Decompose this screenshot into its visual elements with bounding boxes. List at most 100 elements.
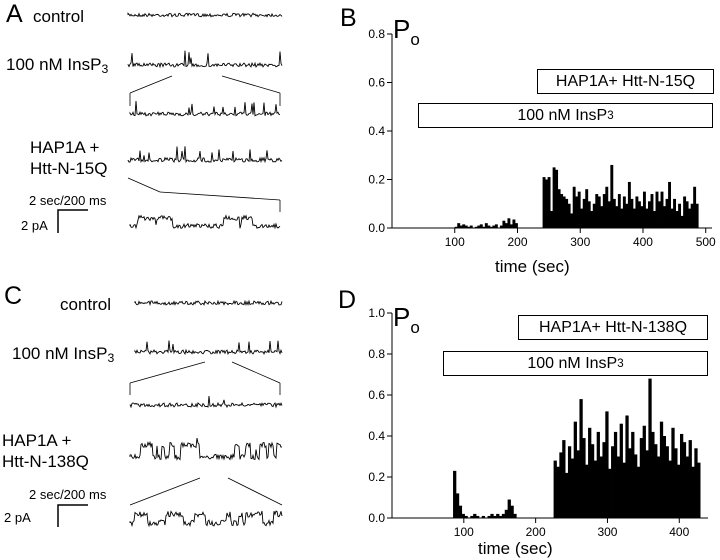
bar-d	[499, 515, 503, 518]
bar-d	[588, 427, 592, 518]
trace-insp3-zoom-a	[129, 100, 280, 117]
bar-d	[619, 423, 623, 518]
bar-d	[473, 513, 477, 518]
bar-d	[611, 446, 615, 518]
bar-b	[640, 206, 644, 228]
bar-b	[582, 198, 586, 228]
scale-time-label-c: 2 sec/200 ms	[29, 487, 107, 502]
y-tick-label-d: 0.4	[368, 429, 385, 443]
bar-d	[616, 456, 621, 518]
bar-d	[593, 460, 598, 518]
bar-b	[592, 203, 596, 228]
xlabel-d: time (sec)	[478, 539, 553, 558]
bar-b	[557, 189, 561, 228]
bar-d	[659, 421, 664, 518]
trace-control-a	[127, 12, 283, 18]
bar-d	[697, 462, 701, 518]
bar-b	[617, 194, 621, 228]
bar-d	[645, 450, 649, 518]
bar-d	[685, 456, 690, 518]
bar-d	[662, 436, 667, 518]
bar-d	[639, 438, 644, 518]
bar-d	[631, 431, 635, 518]
bar-b	[668, 181, 671, 228]
box-hap-b: HAP1A+ Htt-N-15Q	[537, 69, 714, 94]
scale-current-label-c: 2 pA	[4, 510, 31, 525]
bar-b	[587, 201, 591, 228]
bar-b	[479, 224, 483, 228]
bar-b	[469, 225, 473, 228]
scale-bar-c	[57, 504, 88, 527]
bar-d	[559, 452, 563, 518]
bar-b	[507, 218, 511, 228]
bar-b	[602, 194, 606, 228]
trace-label-hap-a: HAP1A + Htt-N-15Q	[30, 138, 108, 178]
trace-hap-zoom-a	[129, 214, 281, 230]
bar-b	[462, 224, 466, 228]
bar-d	[622, 462, 626, 518]
bar-b	[509, 224, 513, 228]
bar-d	[510, 505, 514, 518]
bar-b	[673, 198, 677, 228]
bar-b	[494, 224, 498, 228]
bar-b	[665, 198, 669, 228]
bar-b	[467, 226, 471, 228]
x-tick-label-d: 100	[454, 525, 474, 539]
bar-d	[464, 515, 468, 518]
bar-d	[476, 515, 480, 518]
bar-d	[674, 448, 678, 518]
bar-b	[512, 219, 516, 228]
bar-b	[648, 201, 651, 228]
bar-d	[556, 466, 560, 518]
trace-insp3-zoom-c	[129, 396, 283, 409]
bar-b	[562, 196, 566, 228]
y-tick-label-d: 0.8	[368, 347, 385, 361]
bar-d	[628, 448, 632, 518]
bar-d	[679, 433, 684, 518]
bar-b	[484, 223, 488, 228]
bar-d	[504, 509, 509, 518]
bar-b	[605, 186, 609, 228]
y-tick-label-d: 1.0	[368, 306, 385, 320]
bar-b	[625, 203, 629, 228]
bar-d	[585, 464, 589, 518]
bar-d	[496, 513, 500, 518]
bar-b	[567, 203, 571, 228]
bar-b	[585, 189, 589, 228]
bar-d	[582, 438, 586, 518]
bar-d	[493, 515, 497, 518]
bar-b	[454, 226, 458, 228]
bar-d	[599, 456, 603, 518]
bar-d	[487, 515, 491, 518]
bar-b	[653, 211, 656, 228]
bar-b	[660, 191, 664, 229]
bar-b	[550, 211, 554, 228]
bar-b	[474, 226, 478, 228]
bar-d	[605, 411, 609, 518]
scale-time-label-a: 2 sec/200 ms	[29, 193, 107, 208]
bar-d	[665, 446, 669, 518]
bar-d	[682, 442, 687, 518]
bar-b	[545, 179, 549, 228]
bar-d	[634, 454, 638, 518]
bar-b	[600, 206, 604, 228]
bar-b	[607, 201, 611, 228]
x-tick-label-d: 200	[526, 525, 546, 539]
bar-b	[477, 225, 481, 228]
x-tick-label-d: 400	[669, 525, 689, 539]
trace-label-control-c: control	[60, 295, 112, 314]
bar-b	[680, 215, 684, 229]
x-tick-label-d: 300	[597, 525, 617, 539]
bar-b	[570, 213, 574, 228]
bar-d	[596, 431, 600, 518]
bar-d	[573, 421, 577, 518]
zoom-guide	[129, 477, 201, 506]
trace-label-hap-c: HAP1A + Htt-N-138Q	[2, 431, 89, 471]
bar-b	[560, 194, 564, 228]
bar-b	[615, 206, 619, 228]
bar-b	[555, 169, 559, 228]
trace-hap-a	[127, 146, 283, 164]
bar-b	[572, 186, 576, 228]
bar-d	[668, 460, 672, 518]
